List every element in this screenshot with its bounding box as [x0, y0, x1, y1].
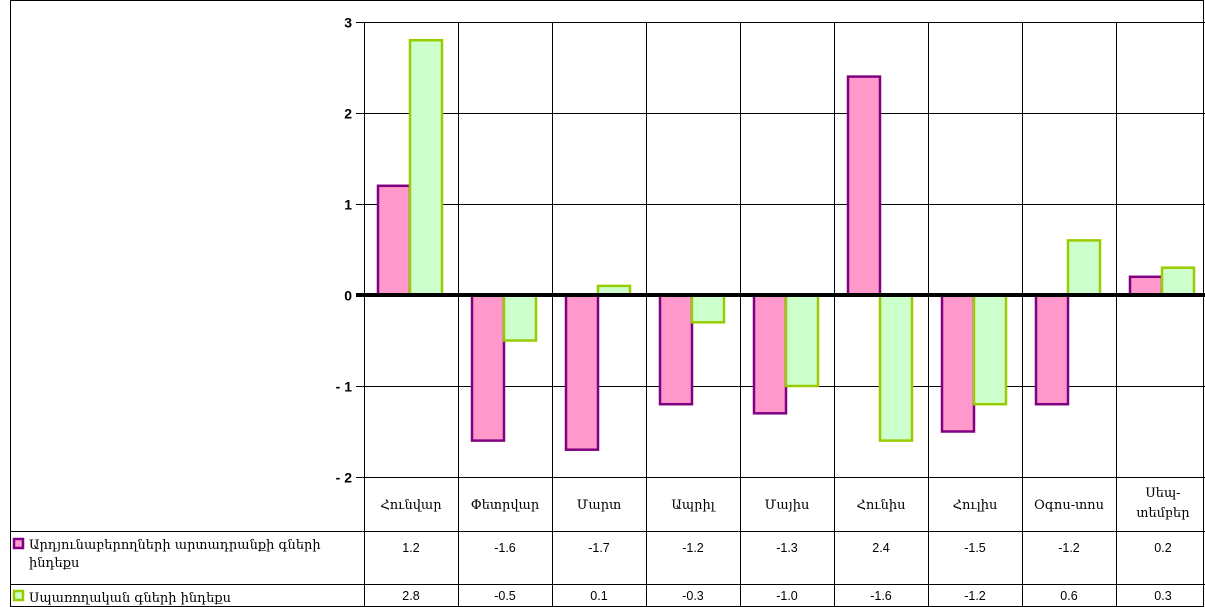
data-label: -1.5	[964, 541, 986, 555]
legend-key-consumer-price-index	[12, 589, 25, 602]
bar-consumer-price-index	[502, 293, 538, 342]
data-label: 0.1	[590, 589, 607, 603]
y-tick-label: 2	[344, 106, 352, 122]
x-tick-label: Փետրվար	[471, 498, 540, 513]
legend-label: Արդյունաբերողների արտադրանքի գների	[29, 538, 321, 553]
data-label: -0.5	[494, 589, 516, 603]
bar-producer-price-index	[1034, 293, 1070, 406]
bar-producer-price-index	[564, 293, 600, 451]
x-tick-label: Մայիս	[765, 498, 810, 513]
data-label: -1.0	[776, 589, 798, 603]
y-tick-label: 1	[344, 197, 352, 213]
bar-consumer-price-index	[408, 38, 444, 297]
y-tick-label: - 1	[336, 379, 353, 395]
data-label: -0.3	[682, 589, 704, 603]
data-label: -1.3	[776, 541, 798, 555]
y-tick-label: 3	[344, 15, 352, 31]
data-label: 1.2	[402, 541, 419, 555]
data-label: -1.6	[494, 541, 516, 555]
data-label: 0.2	[1154, 541, 1171, 555]
x-tick-label: Հունիս	[857, 498, 906, 513]
bar-producer-price-index	[658, 293, 694, 406]
data-label: 0.6	[1060, 589, 1077, 603]
y-tick-label: - 2	[336, 470, 353, 486]
data-table: Հունվար Փետրվար Մարտ Ապրիլ Մայիս Հունիս Հուլիս…	[10, 477, 1205, 606]
data-label: -1.2	[1058, 541, 1080, 555]
bar-consumer-price-index	[784, 293, 820, 388]
bar-producer-price-index	[846, 75, 882, 297]
x-tick-label: Օգոս-տոս	[1034, 498, 1104, 513]
legend-key-producer-price-index	[12, 537, 25, 550]
bar-producer-price-index	[940, 293, 976, 433]
axes: 3 2 1 0 - 1 - 2	[336, 15, 1205, 607]
legend-label: Սպառողական գների ինդեքս	[29, 591, 231, 606]
bar-consumer-price-index	[878, 293, 914, 442]
data-label: 2.8	[402, 589, 419, 603]
grid-lines	[10, 0, 1205, 607]
data-label: -1.2	[682, 541, 704, 555]
data-label: -1.2	[964, 589, 986, 603]
chart-frame	[10, 0, 1204, 607]
x-tick-label: Մարտ	[577, 498, 621, 513]
bar-producer-price-index	[376, 184, 412, 297]
bar-consumer-price-index	[690, 293, 726, 324]
data-label: -1.6	[870, 589, 892, 603]
data-label: 0.3	[1154, 589, 1171, 603]
bar-producer-price-index	[470, 293, 506, 442]
data-label: -1.7	[588, 541, 610, 555]
x-tick-label: Ապրիլ	[671, 498, 716, 513]
x-tick-label: Հունվար	[380, 498, 442, 513]
x-tick-label: Սեպ-	[1145, 486, 1180, 501]
bar-producer-price-index	[1128, 275, 1164, 297]
x-tick-label: տեմբեր	[1136, 506, 1190, 521]
bar-consumer-price-index	[972, 293, 1008, 406]
legend-label: ինդեքս	[29, 556, 79, 571]
y-tick-label: 0	[344, 288, 352, 304]
data-label: 2.4	[872, 541, 889, 555]
bar-producer-price-index	[752, 293, 788, 415]
bar-consumer-price-index	[1160, 266, 1196, 297]
bars	[376, 38, 1196, 451]
x-tick-label: Հուլիս	[953, 498, 998, 513]
bar-consumer-price-index	[1066, 239, 1102, 297]
